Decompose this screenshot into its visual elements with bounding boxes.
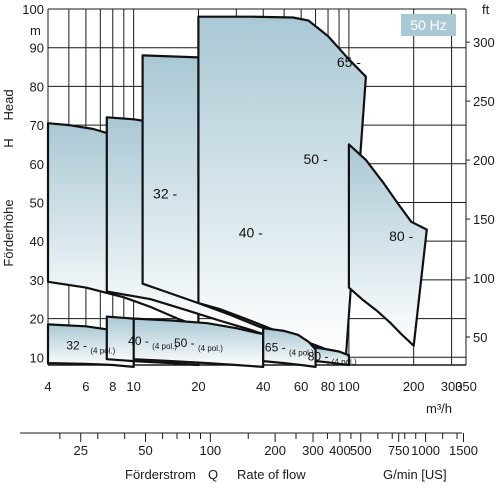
pump-curve-9 xyxy=(314,346,350,367)
y-tick-label-left: 50 xyxy=(30,195,44,210)
y-tick-label-right: 250 xyxy=(473,94,495,109)
y-tick-label-right: 50 xyxy=(473,330,487,345)
x-axis-title-de: Förderstrom xyxy=(125,467,196,482)
pump-curves xyxy=(46,15,428,368)
y-axis-title-en: Head xyxy=(1,89,16,120)
curve-label: 80 - xyxy=(389,228,413,244)
x-tick-label: 4 xyxy=(44,379,51,394)
x-tick-label: 100 xyxy=(338,379,360,394)
frequency-badge xyxy=(401,14,456,36)
y-tick-label-left: 40 xyxy=(30,234,44,249)
y-tick-label-left: 10 xyxy=(30,350,44,365)
secondary-x-axis: 25 50 100 200 300 400 500 750 1000 1500 xyxy=(59,433,478,458)
y-axis-unit-right: ft xyxy=(482,2,490,17)
y-tick-label-right: 200 xyxy=(473,153,495,168)
y-tick-label-right: 150 xyxy=(473,212,495,227)
secondary-tick-label: 25 xyxy=(74,443,88,458)
secondary-tick-label: 400 xyxy=(329,443,351,458)
secondary-tick-label: 50 xyxy=(138,443,152,458)
y-tick-label-left: 30 xyxy=(30,273,44,288)
frequency-badge-text: 50 Hz xyxy=(410,17,447,33)
y-axis-title-de: Förderhöhe xyxy=(1,199,16,266)
secondary-tick-label: 500 xyxy=(350,443,372,458)
secondary-tick-label: 100 xyxy=(199,443,221,458)
x-axis-unit-main: m³/h xyxy=(426,401,452,416)
y-tick-label-left: 80 xyxy=(30,79,44,94)
x-tick-label: 200 xyxy=(403,379,425,394)
secondary-tick-label: 300 xyxy=(302,443,324,458)
y-tick-label-left: 100 xyxy=(22,2,44,17)
secondary-tick-label: 1000 xyxy=(411,443,440,458)
x-axis-title-en: Rate of flow xyxy=(237,467,306,482)
curve-label: 40 - xyxy=(239,224,263,240)
x-axis-unit-secondary: G/min [US] xyxy=(383,467,447,482)
curve-label: 65 - xyxy=(337,54,361,70)
y-tick-label-right: 300 xyxy=(473,35,495,50)
x-tick-label: 6 xyxy=(82,379,89,394)
y-axis-unit-left: m xyxy=(30,23,41,38)
x-tick-label: 300 xyxy=(441,379,463,394)
y-tick-label-left: 70 xyxy=(30,118,44,133)
curve-label: 32 - xyxy=(153,186,177,202)
x-axis-title-q: Q xyxy=(208,467,218,482)
x-tick-label: 8 xyxy=(109,379,116,394)
x-tick-label: 350 xyxy=(455,379,477,394)
secondary-tick-label: 750 xyxy=(388,443,410,458)
y-tick-label-left: 60 xyxy=(30,157,44,172)
curve-label: 50 - xyxy=(303,151,327,167)
secondary-tick-label: 200 xyxy=(264,443,286,458)
x-tick-label: 10 xyxy=(126,379,140,394)
y-tick-label-right: 100 xyxy=(473,271,495,286)
y-axis-title-h: H xyxy=(1,138,16,147)
pump-curve-4 xyxy=(347,143,428,347)
x-tick-label: 40 xyxy=(256,379,270,394)
x-tick-label: 20 xyxy=(191,379,205,394)
secondary-tick-label: 1500 xyxy=(449,443,478,458)
y-tick-label-left: 90 xyxy=(30,41,44,56)
y-tick-label-left: 20 xyxy=(30,312,44,327)
x-tick-label: 80 xyxy=(321,379,335,394)
x-tick-label: 60 xyxy=(294,379,308,394)
